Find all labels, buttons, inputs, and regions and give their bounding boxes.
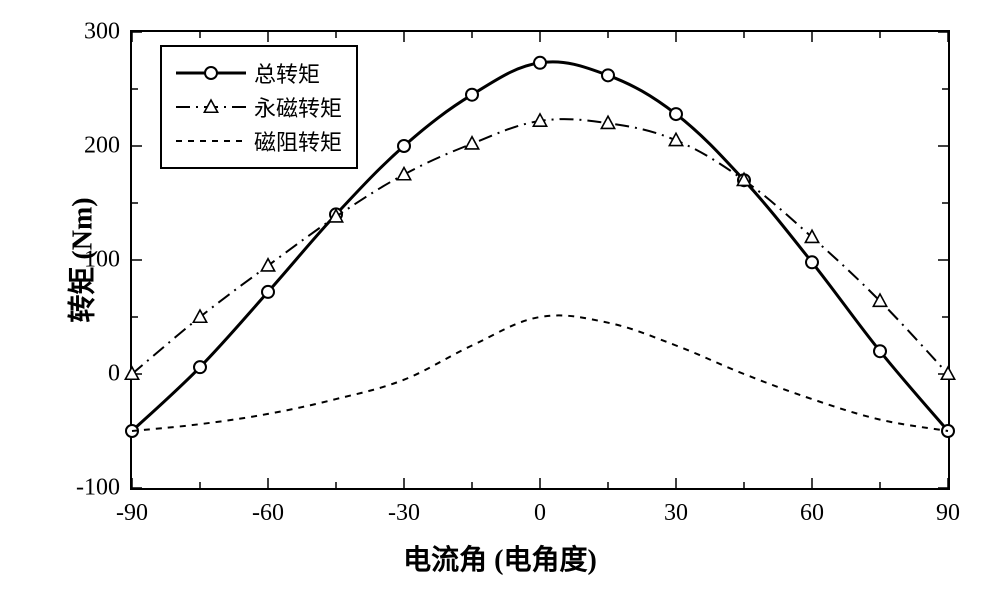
series-marker bbox=[466, 89, 478, 101]
chart-container: 转矩 (Nm) 电流角 (电角度) 总转矩永磁转矩磁阻转矩 -100010020… bbox=[0, 0, 1000, 590]
series-marker bbox=[398, 140, 410, 152]
xtick-label: -30 bbox=[388, 500, 420, 527]
series-marker bbox=[602, 69, 614, 81]
series-line bbox=[132, 315, 948, 431]
legend-row: 总转矩 bbox=[176, 57, 342, 89]
series-marker bbox=[465, 137, 478, 149]
series-marker bbox=[193, 310, 206, 322]
series-marker bbox=[397, 168, 410, 180]
xtick-label: -90 bbox=[116, 500, 148, 527]
xtick-label: 60 bbox=[800, 500, 824, 527]
legend-row: 磁阻转矩 bbox=[176, 125, 342, 157]
xtick-label: 30 bbox=[664, 500, 688, 527]
legend-row: 永磁转矩 bbox=[176, 91, 342, 123]
legend-label: 永磁转矩 bbox=[254, 91, 342, 123]
ytick-label: -100 bbox=[50, 475, 120, 502]
series-marker bbox=[941, 367, 954, 379]
ytick-label: 300 bbox=[50, 19, 120, 46]
ytick-label: 200 bbox=[50, 133, 120, 160]
series-marker bbox=[262, 286, 274, 298]
series-marker bbox=[874, 345, 886, 357]
legend-label: 磁阻转矩 bbox=[254, 125, 342, 157]
series-marker bbox=[670, 108, 682, 120]
legend: 总转矩永磁转矩磁阻转矩 bbox=[160, 45, 358, 169]
ytick-label: 100 bbox=[50, 247, 120, 274]
xtick-label: 90 bbox=[936, 500, 960, 527]
series-marker bbox=[601, 116, 614, 128]
x-axis-label: 电流角 (电角度) bbox=[403, 538, 597, 578]
xtick-label: 0 bbox=[534, 500, 546, 527]
series-marker bbox=[194, 361, 206, 373]
legend-label: 总转矩 bbox=[254, 57, 320, 89]
legend-sample bbox=[176, 97, 246, 117]
series-marker bbox=[534, 57, 546, 69]
series-marker bbox=[261, 259, 274, 271]
ytick-label: 0 bbox=[50, 361, 120, 388]
legend-sample bbox=[176, 63, 246, 83]
xtick-label: -60 bbox=[252, 500, 284, 527]
legend-sample bbox=[176, 131, 246, 151]
series-marker bbox=[806, 256, 818, 268]
